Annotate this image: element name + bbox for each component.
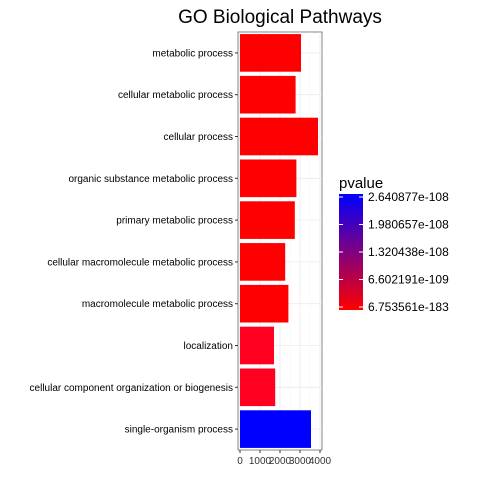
category-labels: metabolic process cellular metabolic proc…	[30, 48, 238, 436]
bar	[240, 368, 276, 407]
legend-label: 1.980657e-108	[368, 218, 449, 232]
bars-layer	[240, 34, 318, 448]
bar	[240, 159, 297, 198]
bar	[240, 243, 286, 281]
x-tick-label: 3000	[289, 456, 312, 467]
legend-title: pvalue	[339, 175, 383, 192]
legend-label: 1.320438e-108	[368, 245, 449, 259]
bar	[240, 201, 295, 239]
bar	[240, 410, 311, 448]
x-tick-label: 2000	[269, 456, 292, 467]
category-label: cellular process	[164, 132, 233, 143]
category-label: macromolecule metabolic process	[82, 299, 233, 310]
legend-label: 6.602191e-109	[368, 273, 449, 287]
bar	[240, 34, 301, 72]
category-label: primary metabolic process	[116, 216, 233, 227]
legend-label: 6.753561e-183	[368, 300, 449, 314]
x-tick-label: 0	[237, 456, 243, 467]
bar	[240, 326, 274, 365]
bar	[240, 75, 296, 114]
category-label: organic substance metabolic process	[68, 174, 233, 185]
category-label: cellular metabolic process	[118, 90, 233, 101]
legend-label: 2.640877e-108	[368, 190, 449, 204]
legend: pvalue 2.640877e-108 1.980657e-108 1.32043…	[339, 175, 449, 314]
x-tick-label: 1000	[249, 456, 272, 467]
category-label: localization	[184, 341, 233, 352]
category-label: cellular component organization or bioge…	[30, 383, 233, 394]
bar	[240, 284, 289, 323]
bar	[240, 117, 318, 156]
category-label: cellular macromolecule metabolic process	[47, 257, 233, 268]
category-label: metabolic process	[152, 48, 233, 59]
category-label: single-organism process	[125, 425, 233, 436]
chart-title: GO Biological Pathways	[178, 7, 382, 28]
x-tick-label: 4000	[309, 456, 332, 467]
